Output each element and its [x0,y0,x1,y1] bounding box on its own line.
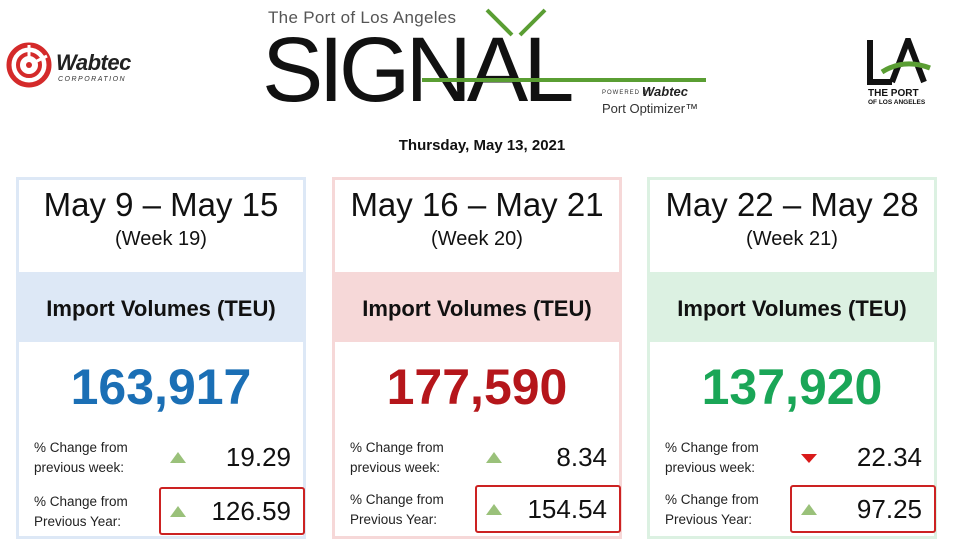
week-change-value: 8.34 [556,442,607,472]
week-change-row: % Change from previous week: 8.34 [335,438,619,478]
up-arrow-icon [170,452,186,463]
week-change-value: 19.29 [225,442,291,472]
up-arrow-icon [801,504,817,515]
header: Wabtec CORPORATION The Port of Los Angel… [0,0,964,170]
report-date: Thursday, May 13, 2021 [398,137,566,154]
import-volume-value: 163,917 [70,359,252,415]
metric-label: Import Volumes (TEU) [677,296,907,321]
powered-brand: Wabtec [642,84,688,99]
week-change-row: % Change from previous week: 22.34 [650,438,934,478]
up-arrow-icon [486,452,502,463]
week-change-value: 22.34 [856,442,922,472]
week-change-label: % Change from previous week: [665,440,759,475]
year-change-label: % Change from Previous Year: [665,492,759,527]
highlight-box [159,487,305,535]
port-la-logo-icon [867,31,931,85]
metric-label: Import Volumes (TEU) [362,296,592,321]
down-arrow-icon [801,454,817,463]
port-la-line2: OF LOS ANGELES [868,99,926,106]
signal-logo: The Port of Los Angeles SIGNAL POWERED B… [262,2,712,122]
year-change-value: 154.54 [527,494,607,524]
week-card-3: May 22 – May 28 (Week 21) Import Volumes… [647,177,937,539]
week-number: (Week 20) [431,228,523,250]
port-la-logo: THE PORT OF LOS ANGELES [864,31,938,108]
up-arrow-icon [486,504,502,515]
week-change-label: % Change from previous week: [350,440,444,475]
week-change-label: % Change from previous week: [34,440,128,475]
signal-x-icon [422,8,706,82]
week-header: May 16 – May 21 (Week 20) [335,180,619,272]
import-volume-value: 137,920 [701,359,883,415]
up-arrow-icon [170,506,186,517]
week-number: (Week 21) [746,228,838,250]
metric-label: Import Volumes (TEU) [46,296,276,321]
import-volume-value: 177,590 [386,359,568,415]
port-line: The Port of Los Angeles [268,8,457,27]
week-number: (Week 19) [115,228,207,250]
week-change-row: % Change from previous week: 19.29 [19,438,303,478]
week-header: May 9 – May 15 (Week 19) [19,180,303,272]
highlight-box [790,485,936,533]
highlight-box [475,485,621,533]
metric-band: Import Volumes (TEU) [647,272,937,342]
week-card-2: May 16 – May 21 (Week 20) Import Volumes… [332,177,622,539]
signal-word: SIGNAL [262,19,574,121]
year-change-row: % Change from Previous Year: 154.54 [335,485,621,533]
metric-band: Import Volumes (TEU) [332,272,622,342]
week-header: May 22 – May 28 (Week 21) [650,180,934,272]
week-range: May 22 – May 28 [665,186,919,223]
week-range: May 9 – May 15 [43,186,279,223]
port-la-line1: THE PORT [868,88,919,99]
wabtec-logo: Wabtec CORPORATION [6,42,146,92]
wabtec-logo-sub: CORPORATION [58,76,127,83]
year-change-row: % Change from Previous Year: 126.59 [19,487,305,535]
metric-band: Import Volumes (TEU) [16,272,306,342]
product-name: Port Optimizer™ [602,101,699,116]
wabtec-logo-name: Wabtec [56,50,131,75]
year-change-value: 97.25 [856,494,922,524]
week-range: May 16 – May 21 [350,186,604,223]
year-change-value: 126.59 [211,496,291,526]
year-change-label: % Change from Previous Year: [34,494,128,529]
week-card-1: May 9 – May 15 (Week 19) Import Volumes … [16,177,306,539]
year-change-label: % Change from Previous Year: [350,492,444,527]
wabtec-logo-icon [6,42,52,88]
year-change-row: % Change from Previous Year: 97.25 [650,485,936,533]
powered-by-label: POWERED BY [602,90,653,96]
